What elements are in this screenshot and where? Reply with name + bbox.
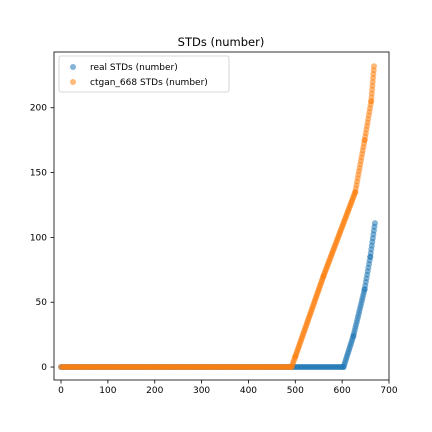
x-tick-label: 700 xyxy=(380,386,397,396)
plot-area xyxy=(58,63,378,371)
x-tick-label: 500 xyxy=(287,386,304,396)
legend-box xyxy=(58,55,230,93)
legend-label: real STDs (number) xyxy=(90,63,178,73)
data-point xyxy=(371,220,378,227)
x-tick-label: 100 xyxy=(99,386,116,396)
x-tick-label: 600 xyxy=(334,386,351,396)
x-tick-label: 400 xyxy=(240,386,257,396)
axes-frame xyxy=(53,51,390,381)
legend-label: ctgan_668 STDs (number) xyxy=(90,78,208,88)
x-tick-label: 200 xyxy=(146,386,163,396)
y-tick-label: 0 xyxy=(41,363,47,373)
y-tick-label: 50 xyxy=(36,298,48,308)
legend: real STDs (number) ctgan_668 STDs (number… xyxy=(58,55,230,93)
y-tick-label: 150 xyxy=(30,169,47,179)
y-tick-label: 100 xyxy=(30,233,47,243)
legend-marker xyxy=(70,79,76,85)
series-1 xyxy=(58,63,378,371)
data-point xyxy=(371,63,378,70)
chart-title: STDs (number) xyxy=(178,35,265,49)
axes: 0 100 200 300 400 500 600 700 0 50 100 150 200 xyxy=(30,51,398,396)
legend-marker xyxy=(70,64,76,70)
x-tick-label: 0 xyxy=(58,386,64,396)
y-tick-label: 200 xyxy=(30,104,47,114)
x-tick-label: 300 xyxy=(193,386,210,396)
